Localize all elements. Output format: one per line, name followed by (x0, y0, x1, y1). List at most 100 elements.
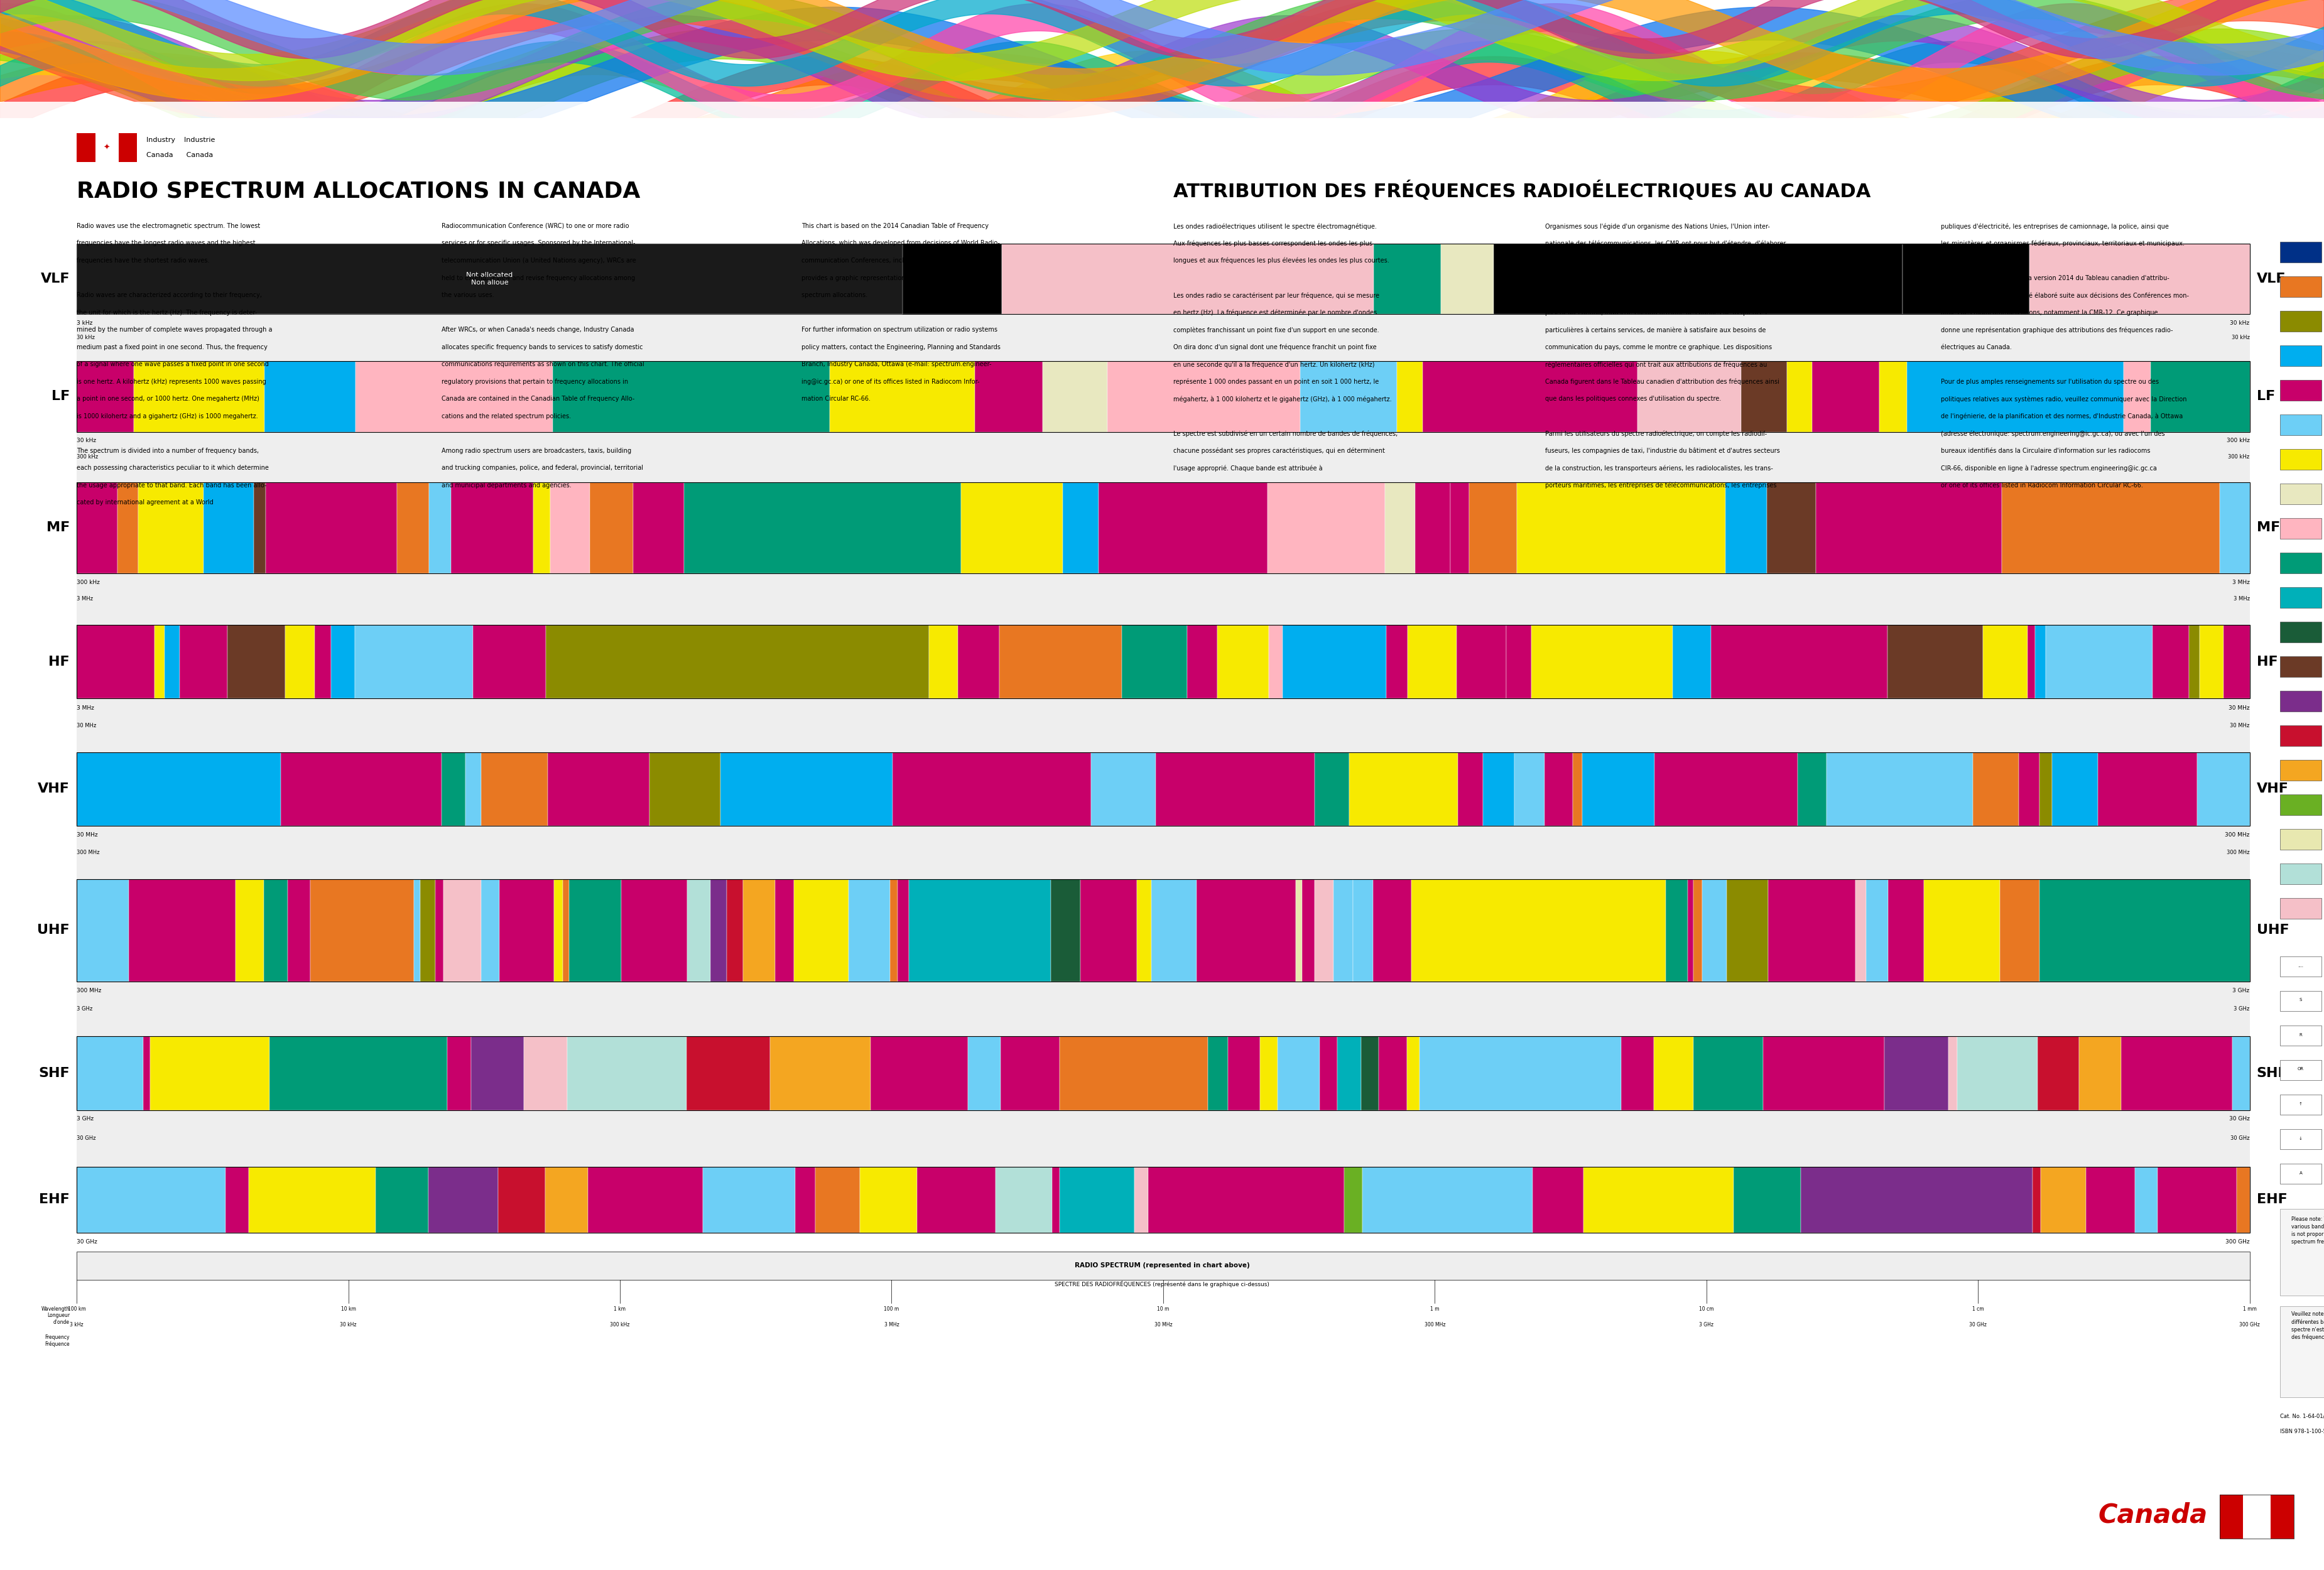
Text: After WRCs, or when Canada's needs change, Industry Canada: After WRCs, or when Canada's needs chang… (442, 327, 634, 333)
Bar (265, 361, 356, 432)
Text: held to extend, review and revise frequency allocations among: held to extend, review and revise freque… (442, 275, 634, 281)
Text: 10 m: 10 m (1157, 1306, 1169, 1313)
Bar (472, 1036, 523, 1110)
Bar (430, 482, 451, 573)
Text: Aux fréquences les plus basses correspondent les ondes les plus: Aux fréquences les plus basses correspon… (1174, 240, 1373, 246)
Text: VHF: VHF (2257, 782, 2289, 794)
Bar (1336, 1036, 1362, 1110)
Bar (77, 482, 2250, 573)
Text: 30 kHz: 30 kHz (77, 438, 95, 444)
Text: 300 MHz: 300 MHz (77, 849, 100, 856)
Bar (2189, 625, 2199, 699)
Text: en hertz (Hz). La fréquence est déterminée par le nombre d'ondes: en hertz (Hz). La fréquence est détermin… (1174, 309, 1378, 316)
Bar (1397, 361, 1422, 432)
Bar (77, 1036, 144, 1110)
Bar (553, 879, 562, 981)
Bar (1441, 243, 1494, 314)
Bar (999, 625, 1122, 699)
Text: Radiocommunication Conference (WRC) to one or more radio: Radiocommunication Conference (WRC) to o… (442, 223, 630, 229)
Text: de la construction, les transporteurs aériens, les radiolocalistes, les trans-: de la construction, les transporteurs aé… (1545, 465, 1773, 471)
Bar (2280, 345, 2322, 366)
Text: allocates specific frequency bands to services to satisfy domestic: allocates specific frequency bands to se… (442, 344, 644, 350)
Bar (795, 879, 848, 981)
Bar (621, 879, 688, 981)
Bar (153, 625, 165, 699)
Bar (795, 1167, 816, 1232)
Bar (2280, 991, 2322, 1011)
Bar (1283, 625, 1387, 699)
Text: 30 GHz: 30 GHz (77, 1135, 95, 1141)
Bar (930, 625, 957, 699)
Text: représente 1 000 ondes passant en un point en soit 1 000 hertz, le: représente 1 000 ondes passant en un poi… (1174, 378, 1378, 385)
Text: Wavelength
Longueur
d'onde: Wavelength Longueur d'onde (42, 1306, 70, 1325)
Text: is 1000 kilohertz and a gigahertz (GHz) is 1000 megahertz.: is 1000 kilohertz and a gigahertz (GHz) … (77, 413, 258, 419)
Bar (720, 243, 1002, 314)
Text: Industry    Industrie: Industry Industrie (146, 137, 216, 143)
Text: Branch, Industry Canada, Ottawa (e-mail: spectrum.engineer-: Branch, Industry Canada, Ottawa (e-mail:… (802, 361, 992, 367)
Bar (2280, 449, 2322, 469)
Bar (77, 243, 2250, 314)
Text: Pour de plus amples renseignements sur l'utilisation du spectre ou des: Pour de plus amples renseignements sur l… (1941, 378, 2159, 385)
Text: 30 kHz: 30 kHz (339, 1322, 356, 1328)
Bar (1982, 625, 2027, 699)
Text: Not allocated
Non alloué: Not allocated Non alloué (467, 272, 514, 286)
Text: chacune possédant ses propres caractéristiques, qui en déterminent: chacune possédant ses propres caractéris… (1174, 447, 1385, 454)
Bar (1483, 752, 1515, 826)
Bar (1583, 752, 1655, 826)
Bar (77, 1036, 2250, 1110)
Bar (1769, 879, 1855, 981)
Text: 3 MHz: 3 MHz (77, 597, 93, 601)
Bar (909, 879, 1050, 981)
Text: nationale des télécommunications, les CMR ont pour but d'étendre, d'élaborer: nationale des télécommunications, les CM… (1545, 240, 1787, 246)
Text: publiques d'électricité, les entreprises de camionnage, la police, ainsi que: publiques d'électricité, les entreprises… (1941, 223, 2168, 229)
Bar (481, 879, 500, 981)
Bar (77, 1251, 2250, 1280)
Text: 10 km: 10 km (342, 1306, 356, 1313)
Text: communication Conferences, including WRC-12. The chart: communication Conferences, including WRC… (802, 257, 981, 264)
Bar (421, 879, 435, 981)
Bar (481, 752, 548, 826)
Bar (1269, 625, 1283, 699)
Bar (77, 573, 2250, 625)
Bar (474, 625, 546, 699)
Bar (727, 879, 744, 981)
Text: 3 MHz: 3 MHz (883, 1322, 899, 1328)
Bar (1469, 482, 1518, 573)
Bar (2224, 625, 2250, 699)
Text: Please note: The space allotted to the
various bands in the spectrum segments sh: Please note: The space allotted to the v… (2291, 1217, 2324, 1245)
Bar (1924, 879, 2001, 981)
Bar (1208, 1036, 1227, 1110)
Bar (2099, 752, 2196, 826)
Text: À l'issue de chacune de ces conférences ou quand des changements s'im-: À l'issue de chacune de ces conférences … (1545, 292, 1773, 300)
Bar (288, 879, 309, 981)
Text: SHF: SHF (2257, 1068, 2287, 1080)
Bar (1050, 879, 1081, 981)
Text: donne une représentation graphique des attributions des fréquences radio-: donne une représentation graphique des a… (1941, 327, 2173, 333)
Text: 300 kHz: 300 kHz (77, 579, 100, 586)
Bar (95, 133, 119, 162)
Text: 30 MHz: 30 MHz (2231, 722, 2250, 728)
Bar (77, 1167, 2250, 1232)
Bar (1973, 752, 2020, 826)
Bar (1766, 482, 1815, 573)
Bar (1494, 243, 1903, 314)
Bar (2040, 752, 2052, 826)
Bar (553, 361, 830, 432)
Bar (2034, 1167, 2040, 1232)
Text: The spectrum is divided into a number of frequency bands,: The spectrum is divided into a number of… (77, 447, 258, 454)
Text: 30 kHz: 30 kHz (77, 334, 95, 341)
Bar (449, 1036, 472, 1110)
Bar (165, 625, 179, 699)
Text: de l'ingénierie, de la planification et des normes, d'Industrie Canada, à Ottawa: de l'ingénierie, de la planification et … (1941, 413, 2182, 419)
Text: 300 kHz: 300 kHz (611, 1322, 630, 1328)
Bar (442, 752, 465, 826)
Bar (235, 879, 263, 981)
Bar (1315, 879, 1334, 981)
Bar (2280, 414, 2322, 435)
Text: Le spectre est subdivisé en un certain nombre de bandes de fréquences,: Le spectre est subdivisé en un certain n… (1174, 430, 1399, 436)
Bar (2280, 587, 2322, 608)
Text: 30 GHz: 30 GHz (77, 1239, 98, 1245)
Text: of a signal where one wave passes a fixed point in one second: of a signal where one wave passes a fixe… (77, 361, 270, 367)
Text: 300 kHz: 300 kHz (77, 454, 98, 460)
Text: ↑: ↑ (2298, 1102, 2303, 1105)
